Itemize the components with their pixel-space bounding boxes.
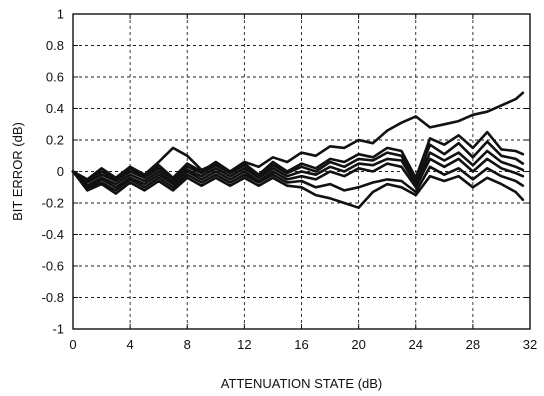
tick-marks <box>72 13 531 330</box>
y-tick-label: 0 <box>57 164 64 179</box>
x-tick-label: 16 <box>294 337 308 352</box>
y-tick-label: 0.2 <box>46 133 64 148</box>
series-line-4 <box>71 149 525 187</box>
x-tick-label: 20 <box>351 337 365 352</box>
y-tick-label: 0.4 <box>46 101 64 116</box>
x-tick-label: 12 <box>237 337 251 352</box>
y-tick-labels: 1 0.8 0.6 0.4 0.2 0 -0.2 -0.4 -0.6 -0.8 -1 <box>42 7 64 337</box>
x-tick-label: 28 <box>466 337 480 352</box>
series-line-1 <box>71 91 525 181</box>
series-line-5 <box>71 157 525 189</box>
x-tick-labels: 0 4 8 12 16 20 24 28 32 <box>69 337 537 352</box>
x-axis-title: ATTENUATION STATE (dB) <box>221 376 383 391</box>
x-tick-label: 32 <box>523 337 537 352</box>
x-tick-label: 0 <box>69 337 76 352</box>
x-tick-label: 4 <box>127 337 134 352</box>
y-tick-label: -0.4 <box>42 227 64 242</box>
y-axis-title: BIT ERROR (dB) <box>10 122 25 221</box>
series-line-2 <box>71 130 525 183</box>
y-tick-label: -1 <box>52 322 64 337</box>
x-tick-label: 24 <box>409 337 423 352</box>
series-line-3 <box>71 140 525 184</box>
y-tick-label: 1 <box>57 7 64 22</box>
series-group <box>71 91 525 209</box>
y-tick-label: -0.6 <box>42 259 64 274</box>
x-tick-label: 8 <box>184 337 191 352</box>
series-line-7 <box>71 170 525 209</box>
series-line-6 <box>71 165 525 194</box>
y-tick-label: -0.8 <box>42 290 64 305</box>
y-tick-label: 0.6 <box>46 70 64 85</box>
y-tick-label: -0.2 <box>42 196 64 211</box>
y-tick-label: 0.8 <box>46 38 64 53</box>
